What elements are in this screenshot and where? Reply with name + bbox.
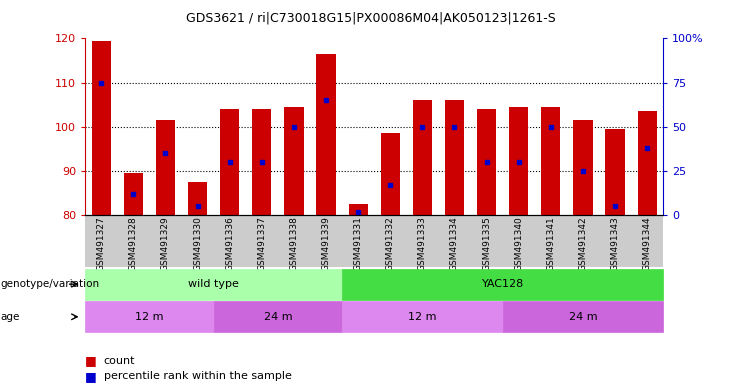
Bar [124, 173, 143, 215]
Text: GDS3621 / ri|C730018G15|PX00086M04|AK050123|1261-S: GDS3621 / ri|C730018G15|PX00086M04|AK050… [186, 12, 555, 25]
Text: count: count [104, 356, 136, 366]
Text: wild type: wild type [188, 279, 239, 289]
Bar [541, 107, 560, 215]
Text: 24 m: 24 m [568, 312, 597, 322]
Bar [509, 107, 528, 215]
Bar [381, 133, 400, 215]
Text: percentile rank within the sample: percentile rank within the sample [104, 371, 292, 381]
Text: genotype/variation: genotype/variation [1, 279, 100, 289]
Bar [316, 54, 336, 215]
Bar [156, 120, 175, 215]
Bar [605, 129, 625, 215]
Text: age: age [1, 312, 20, 322]
Text: ■: ■ [85, 370, 97, 383]
Bar [637, 111, 657, 215]
Bar [574, 120, 593, 215]
Text: 12 m: 12 m [408, 312, 436, 322]
Text: 12 m: 12 m [135, 312, 164, 322]
Bar [220, 109, 239, 215]
Bar [92, 41, 111, 215]
Bar [413, 100, 432, 215]
Bar [477, 109, 496, 215]
Bar [285, 107, 304, 215]
Text: 24 m: 24 m [264, 312, 292, 322]
Bar [188, 182, 207, 215]
Bar [252, 109, 271, 215]
Bar [348, 204, 368, 215]
Text: YAC128: YAC128 [482, 279, 524, 289]
Bar [445, 100, 464, 215]
Text: ■: ■ [85, 354, 97, 367]
